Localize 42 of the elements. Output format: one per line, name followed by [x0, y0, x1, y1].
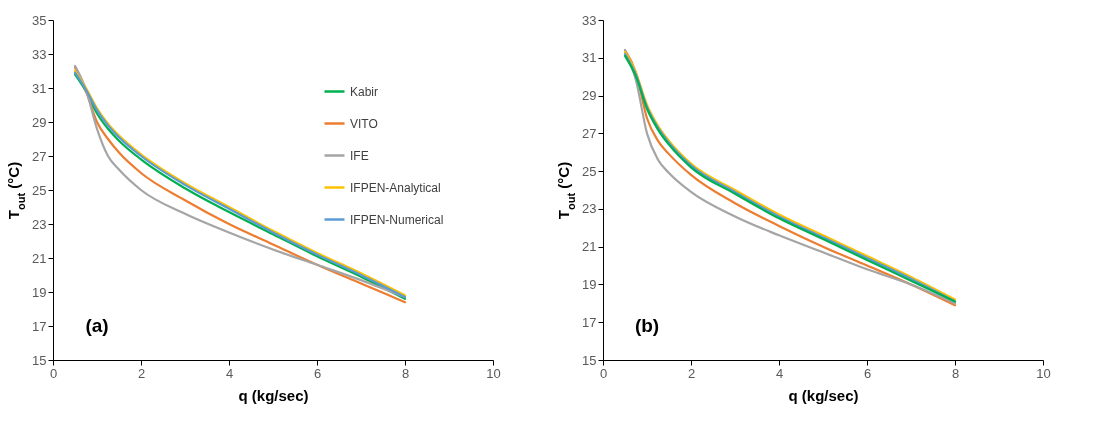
y-tick-label: 33	[582, 12, 597, 28]
y-tick-label: 23	[32, 216, 47, 232]
y-tick-label: 25	[32, 182, 47, 198]
x-tick-label: 0	[599, 365, 608, 381]
y-tick-label: 31	[32, 80, 47, 96]
y-tick-label: 29	[32, 114, 47, 130]
legend-label: IFE	[350, 148, 369, 163]
y-tick-label: 35	[32, 12, 47, 28]
x-tick-label: 8	[951, 365, 960, 381]
y-tick-label: 31	[582, 50, 597, 66]
x-tick-label: 4	[775, 365, 784, 381]
x-tick-label: 2	[687, 365, 696, 381]
annotation: (a)	[85, 315, 109, 336]
y-tick-label: 19	[32, 284, 47, 300]
y-tick-label: 27	[582, 125, 597, 141]
y-tick-label: 21	[32, 250, 47, 266]
x-tick-label: 2	[137, 365, 146, 381]
y-tick-label: 21	[582, 239, 597, 255]
legend-label: VITO	[350, 116, 378, 131]
legend-label: Kabir	[350, 84, 379, 99]
x-tick-label: 6	[863, 365, 872, 381]
x-tick-label: 6	[313, 365, 322, 381]
x-axis-title: q (kg/sec)	[238, 386, 309, 404]
x-axis-title: q (kg/sec)	[788, 386, 859, 404]
x-tick-label: 10	[1036, 365, 1051, 381]
y-tick-label: 15	[582, 352, 597, 368]
y-tick-label: 19	[582, 276, 597, 292]
y-tick-label: 15	[32, 352, 47, 368]
x-tick-label: 10	[486, 365, 501, 381]
x-tick-label: 8	[401, 365, 410, 381]
y-tick-label: 17	[582, 314, 597, 330]
y-tick-label: 25	[582, 163, 597, 179]
legend-label: IFPEN-Analytical	[350, 180, 441, 195]
y-tick-label: 23	[582, 201, 597, 217]
y-tick-label: 17	[32, 318, 47, 334]
y-tick-label: 33	[32, 46, 47, 62]
annotation: (b)	[634, 315, 660, 336]
x-tick-label: 0	[49, 365, 58, 381]
y-tick-label: 27	[32, 148, 47, 164]
y-tick-label: 29	[582, 88, 597, 104]
x-tick-label: 4	[225, 365, 234, 381]
legend-label: IFPEN-Numerical	[350, 212, 444, 227]
